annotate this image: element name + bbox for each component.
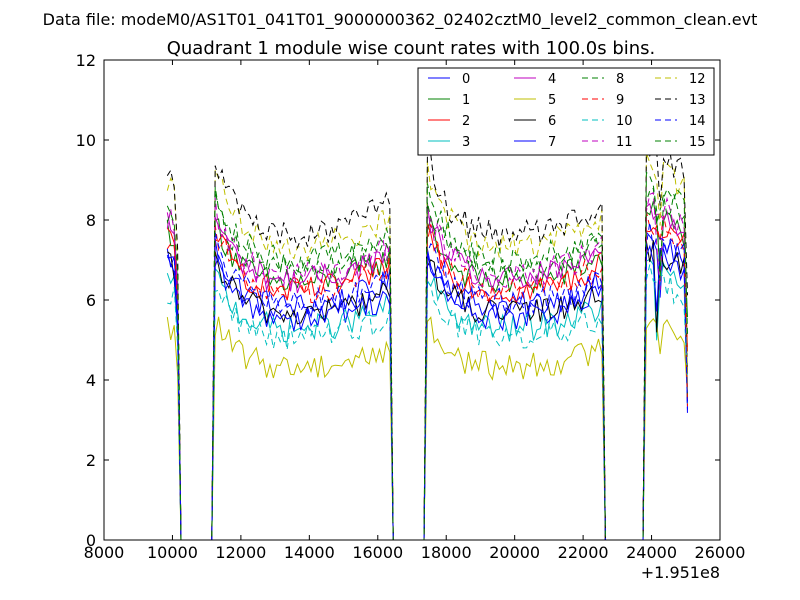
legend-label-8: 8 — [616, 72, 624, 87]
x-offset-label: +1.951e8 — [641, 563, 720, 582]
legend-label-2: 2 — [462, 114, 470, 129]
x-tick-label: 18000 — [421, 543, 472, 562]
legend-label-3: 3 — [462, 135, 470, 150]
series-9-line — [166, 211, 688, 540]
legend-label-1: 1 — [462, 93, 470, 108]
legend-label-0: 0 — [462, 72, 470, 87]
series-layer — [166, 144, 688, 540]
data-file-label: Data file: modeM0/AS1T01_041T01_90000003… — [43, 10, 758, 30]
tick-layer: 8000 10000 12000 14000 16000 18000 20000 22000 2… — [76, 51, 746, 562]
series-15-line — [166, 171, 688, 540]
series-14-line — [167, 222, 688, 540]
series-4-line — [166, 202, 688, 540]
legend-label-7: 7 — [548, 135, 556, 150]
y-tick-label: 4 — [86, 371, 96, 390]
series-3-line — [166, 258, 688, 540]
legend-label-15: 15 — [689, 135, 706, 150]
x-tick-label: 16000 — [352, 543, 403, 562]
y-tick-label: 8 — [86, 211, 96, 230]
x-tick-label: 26000 — [695, 543, 746, 562]
chart-title: Quadrant 1 module wise count rates with … — [167, 38, 656, 59]
y-tick-label: 0 — [86, 531, 96, 550]
x-tick-label: 24000 — [626, 543, 677, 562]
legend-label-11: 11 — [616, 135, 633, 150]
legend-label-14: 14 — [689, 114, 706, 129]
x-tick-label: 14000 — [284, 543, 335, 562]
series-8-line — [166, 186, 688, 540]
x-tick-label: 8000 — [84, 543, 125, 562]
y-tick-label: 2 — [86, 451, 96, 470]
legend-label-10: 10 — [616, 114, 633, 129]
y-tick-label: 6 — [86, 291, 96, 310]
series-0-line — [166, 230, 688, 540]
x-tick-label: 22000 — [558, 543, 609, 562]
legend-label-6: 6 — [548, 114, 556, 129]
x-tick-label: 12000 — [215, 543, 266, 562]
series-7-line — [166, 244, 688, 540]
series-6-line — [167, 240, 688, 540]
legend-label-12: 12 — [689, 72, 706, 87]
y-tick-label: 12 — [76, 51, 96, 70]
series-10-line — [167, 264, 688, 540]
legend-label-13: 13 — [689, 93, 706, 108]
y-tick-label: 10 — [76, 131, 96, 150]
legend-label-9: 9 — [616, 93, 624, 108]
series-1-line — [166, 201, 688, 540]
legend-label-5: 5 — [548, 93, 556, 108]
x-tick-label: 10000 — [147, 543, 198, 562]
legend-box — [417, 67, 715, 156]
legend-label-4: 4 — [548, 72, 556, 87]
series-5-line — [166, 316, 688, 540]
x-tick-label: 20000 — [489, 543, 540, 562]
series-13-line — [166, 144, 688, 540]
